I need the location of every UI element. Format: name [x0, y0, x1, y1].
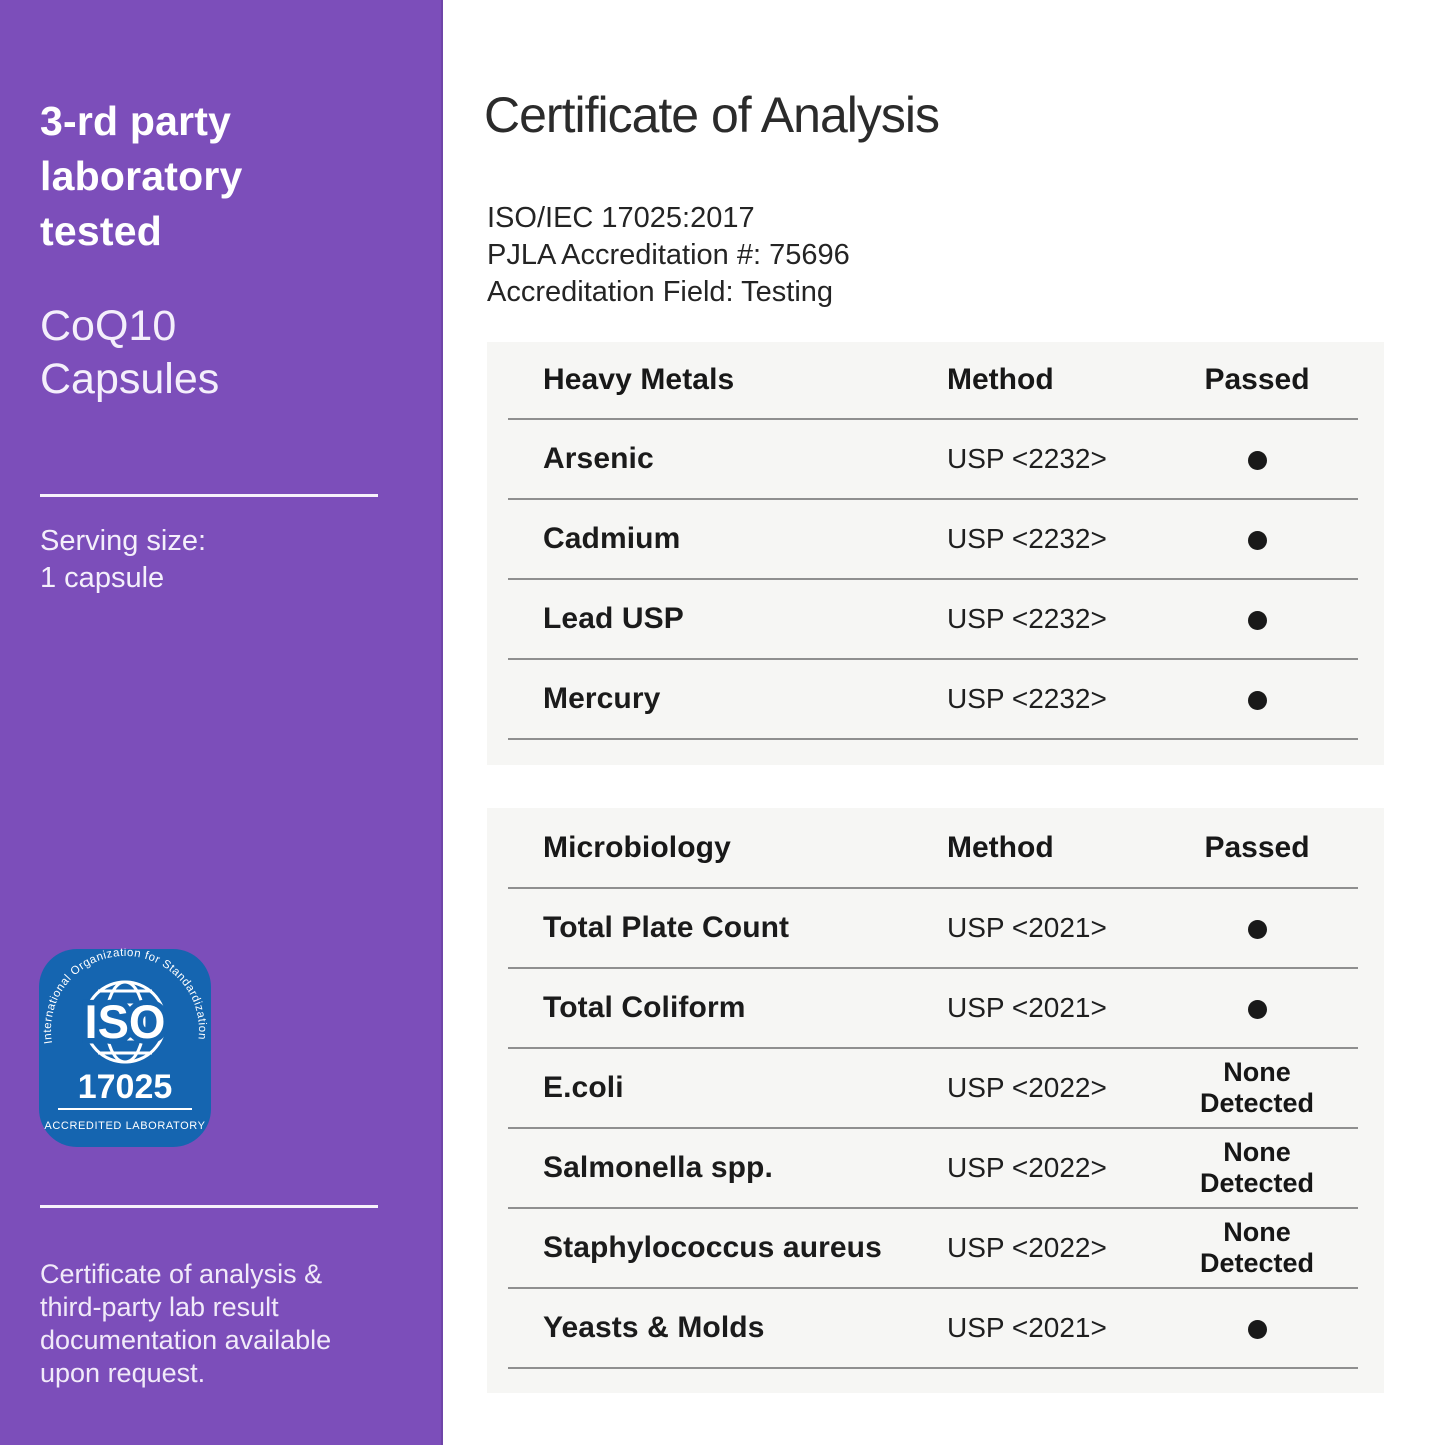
page-title: Certificate of Analysis: [484, 87, 940, 143]
passed-cell: [1177, 913, 1337, 944]
accreditation-line: PJLA Accreditation #: 75696: [487, 239, 850, 271]
passed-value: None Detected: [1199, 1137, 1315, 1198]
row-divider: [508, 967, 1358, 969]
analyte-name: Lead USP: [543, 602, 684, 635]
iso-17025-badge: International Organization for Standardi…: [38, 947, 212, 1148]
accreditation-line: ISO/IEC 17025:2017: [487, 202, 755, 234]
sidebar-divider-bottom: [40, 1205, 378, 1208]
table-row: Staphylococcus aureus USP <2022> None De…: [487, 1209, 1384, 1287]
table-header-row: Heavy Metals Method Passed: [487, 342, 1384, 418]
row-divider: [508, 1127, 1358, 1129]
analyte-name: Arsenic: [543, 442, 654, 475]
row-divider: [508, 1047, 1358, 1049]
passed-value: None Detected: [1199, 1057, 1315, 1118]
method-value: USP <2022>: [947, 1232, 1107, 1263]
table-header-row: Microbiology Method Passed: [487, 808, 1384, 887]
row-divider: [508, 1207, 1358, 1209]
sidebar-divider-top: [40, 494, 378, 497]
method-value: USP <2021>: [947, 912, 1107, 943]
table-row: Lead USP USP <2232>: [487, 580, 1384, 658]
passed-value: None Detected: [1199, 1217, 1315, 1278]
table-row: Yeasts & Molds USP <2021>: [487, 1289, 1384, 1367]
passed-cell: [1177, 444, 1337, 475]
method-value: USP <2232>: [947, 443, 1107, 474]
passed-cell: [1177, 604, 1337, 635]
passed-dot-icon: [1247, 530, 1267, 550]
analyte-name: Salmonella spp.: [543, 1151, 773, 1184]
passed-dot-icon: [1247, 919, 1267, 939]
passed-dot-icon: [1247, 450, 1267, 470]
method-value: USP <2021>: [947, 1312, 1107, 1343]
table-row: Total Plate Count USP <2021>: [487, 889, 1384, 967]
column-header: Method: [947, 830, 1054, 864]
analyte-name: Total Plate Count: [543, 911, 790, 944]
row-divider: [508, 1367, 1358, 1369]
passed-cell: [1177, 993, 1337, 1024]
analyte-name: E.coli: [543, 1071, 624, 1104]
row-divider: [508, 498, 1358, 500]
row-divider: [508, 658, 1358, 660]
row-divider: [508, 887, 1358, 889]
method-value: USP <2232>: [947, 523, 1107, 554]
method-value: USP <2232>: [947, 603, 1107, 634]
row-divider: [508, 418, 1358, 420]
passed-dot-icon: [1247, 690, 1267, 710]
table-row: Salmonella spp. USP <2022> None Detected: [487, 1129, 1384, 1207]
sidebar: 3-rd party laboratory tested CoQ10 Capsu…: [0, 0, 443, 1445]
heavy-metals-table: Heavy Metals Method Passed Arsenic USP <…: [487, 342, 1384, 765]
badge-iso-text: ISO: [85, 995, 166, 1048]
table-row: Total Coliform USP <2021>: [487, 969, 1384, 1047]
analyte-name: Total Coliform: [543, 991, 746, 1024]
table-row: Arsenic USP <2232>: [487, 420, 1384, 498]
analyte-name: Staphylococcus aureus: [543, 1231, 882, 1264]
accreditation-line: Accreditation Field: Testing: [487, 276, 834, 308]
column-header: Method: [947, 363, 1054, 396]
analyte-name: Cadmium: [543, 522, 681, 555]
passed-cell: [1177, 684, 1337, 715]
passed-cell: [1177, 1313, 1337, 1344]
sidebar-heading: 3-rd party laboratory tested: [40, 98, 243, 254]
method-value: USP <2232>: [947, 683, 1107, 714]
column-header: Passed: [1204, 830, 1310, 864]
row-divider: [508, 1287, 1358, 1289]
table-row: E.coli USP <2022> None Detected: [487, 1049, 1384, 1127]
passed-cell: [1177, 524, 1337, 555]
badge-number-text: 17025: [78, 1068, 173, 1106]
table-row: Mercury USP <2232>: [487, 660, 1384, 738]
documentation-note: Certificate of analysis & third-party la…: [40, 1259, 332, 1388]
serving-size-text: Serving size: 1 capsule: [40, 525, 207, 594]
table-row: Cadmium USP <2232>: [487, 500, 1384, 578]
product-name: CoQ10 Capsules: [40, 302, 220, 403]
analyte-name: Mercury: [543, 682, 661, 715]
method-value: USP <2022>: [947, 1072, 1107, 1103]
passed-dot-icon: [1247, 999, 1267, 1019]
column-header: Heavy Metals: [543, 363, 735, 396]
method-value: USP <2021>: [947, 992, 1107, 1023]
row-divider: [508, 578, 1358, 580]
passed-dot-icon: [1247, 1319, 1267, 1339]
analyte-name: Yeasts & Molds: [543, 1311, 765, 1344]
badge-caption-text: ACCREDITED LABORATORY: [44, 1120, 205, 1132]
column-header: Passed: [1204, 363, 1310, 396]
passed-dot-icon: [1247, 610, 1267, 630]
accreditation-info: ISO/IEC 17025:2017 PJLA Accreditation #:…: [487, 200, 850, 311]
iso-badge-icon: International Organization for Standardi…: [39, 947, 211, 1147]
row-divider: [508, 738, 1358, 740]
method-value: USP <2022>: [947, 1152, 1107, 1183]
column-header: Microbiology: [543, 830, 731, 864]
microbiology-table: Microbiology Method Passed Total Plate C…: [487, 808, 1384, 1393]
globe-icon: [83, 980, 167, 1064]
